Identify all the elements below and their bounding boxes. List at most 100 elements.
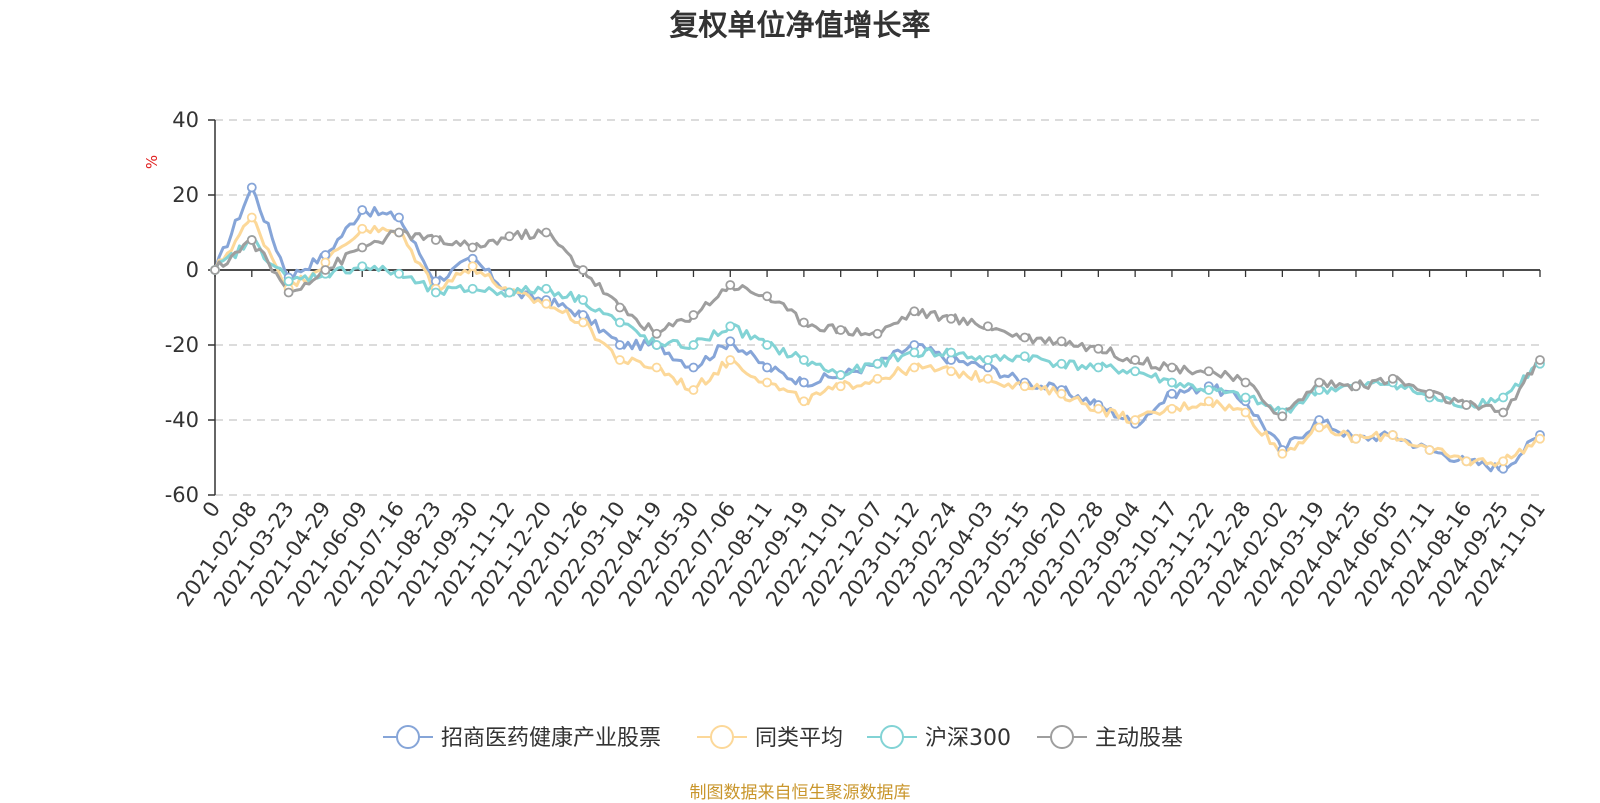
data-point	[725, 355, 736, 365]
data-point	[210, 265, 220, 275]
data-point	[357, 205, 368, 215]
data-point	[1461, 456, 1472, 467]
data-point	[762, 291, 772, 302]
data-point	[1387, 373, 1398, 384]
data-point	[578, 265, 588, 275]
data-point	[357, 261, 368, 272]
axis-layer: 40200-20-40-6002021-02-082021-03-232021-…	[165, 108, 1550, 611]
data-point	[798, 317, 809, 328]
data-point	[394, 212, 404, 223]
data-point	[725, 321, 736, 332]
legend-marker	[396, 725, 420, 749]
data-point	[798, 377, 809, 388]
data-point	[467, 283, 478, 294]
data-point	[1130, 415, 1141, 425]
data-point	[1203, 396, 1214, 407]
data-point	[872, 373, 883, 384]
data-point	[688, 310, 699, 320]
data-point	[1387, 430, 1398, 440]
grid-layer	[215, 119, 1540, 496]
legend-label: 招商医药健康产业股票	[441, 726, 661, 751]
data-point	[1498, 407, 1509, 418]
data-point	[725, 336, 736, 347]
y-tick-label: -20	[165, 333, 199, 357]
data-point	[614, 302, 625, 313]
data-point	[1240, 392, 1251, 403]
data-point	[578, 317, 588, 328]
data-point	[798, 355, 809, 365]
data-point	[1277, 411, 1288, 422]
legend-marker	[1050, 725, 1074, 749]
legend-label: 沪深300	[925, 726, 1011, 751]
data-point	[394, 227, 404, 238]
y-axis-unit-label: %	[143, 155, 161, 169]
data-point	[1498, 392, 1509, 403]
data-point	[1019, 381, 1030, 392]
y-tick-label: 40	[172, 108, 199, 132]
data-point	[578, 295, 588, 305]
data-point	[1314, 377, 1325, 388]
data-point	[946, 313, 957, 324]
marker-layer	[210, 182, 1545, 474]
data-point	[541, 283, 552, 294]
data-point	[983, 373, 993, 384]
data-point	[835, 381, 846, 392]
series-line	[213, 216, 1541, 468]
legend-item: 招商医药健康产业股票	[383, 725, 661, 751]
data-point	[504, 231, 515, 242]
data-point	[1277, 448, 1288, 459]
y-tick-label: 0	[186, 258, 199, 282]
data-point	[1203, 385, 1214, 395]
data-point	[246, 212, 257, 223]
data-point	[762, 362, 772, 373]
data-point	[394, 268, 404, 279]
y-tick-label: -60	[165, 483, 199, 507]
legend-marker	[710, 725, 734, 749]
data-point	[1056, 358, 1067, 369]
data-point	[1314, 422, 1325, 433]
data-point	[1535, 433, 1545, 444]
data-source-note: 制图数据来自恒生聚源数据库	[689, 783, 911, 803]
data-point	[1240, 377, 1251, 388]
data-point	[246, 182, 257, 193]
y-tick-label: -40	[165, 408, 199, 432]
data-point	[1167, 403, 1177, 414]
series-line	[213, 238, 1541, 414]
x-tick-label: 0	[198, 497, 225, 522]
data-point	[725, 280, 736, 290]
legend-item: 沪深300	[867, 725, 1011, 751]
data-point	[688, 340, 699, 350]
data-point	[651, 362, 662, 373]
data-point	[1203, 366, 1214, 377]
data-point	[614, 340, 625, 350]
data-point	[1093, 343, 1104, 354]
data-point	[835, 325, 846, 335]
data-point	[283, 287, 294, 298]
data-point	[1424, 388, 1435, 399]
data-point	[467, 242, 478, 253]
data-point	[467, 261, 478, 272]
data-point	[1351, 433, 1361, 444]
data-point	[1351, 381, 1361, 392]
legend-label: 同类平均	[755, 726, 843, 751]
data-point	[320, 265, 331, 275]
data-point	[872, 328, 883, 339]
data-point	[1424, 445, 1435, 455]
data-point	[357, 242, 368, 253]
data-point	[1167, 377, 1177, 388]
data-point	[246, 235, 257, 245]
data-point	[983, 321, 993, 332]
data-point	[614, 317, 625, 328]
legend-marker	[880, 725, 904, 749]
data-point	[835, 370, 846, 380]
data-point	[909, 347, 920, 358]
data-point	[946, 366, 957, 377]
data-point	[1019, 332, 1030, 343]
data-point	[283, 276, 294, 287]
data-point	[614, 355, 625, 365]
data-point	[1019, 351, 1030, 362]
data-point	[872, 358, 883, 369]
data-point	[357, 223, 368, 234]
data-point	[798, 396, 809, 407]
